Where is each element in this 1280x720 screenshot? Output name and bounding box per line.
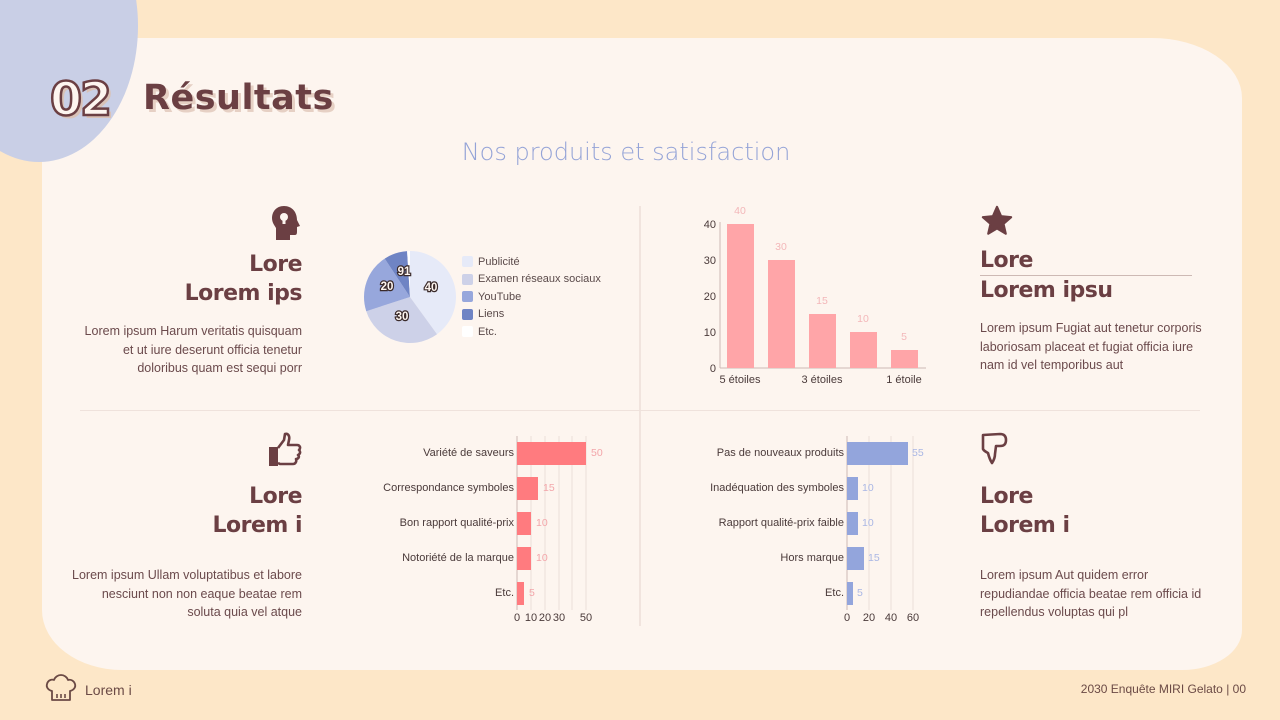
svg-text:20: 20 bbox=[704, 291, 716, 303]
svg-text:40: 40 bbox=[704, 219, 716, 231]
page-subtitle: Nos produits et satisfaction bbox=[461, 138, 791, 166]
pie-chart: 40 30 20 91 bbox=[362, 249, 458, 350]
svg-text:20: 20 bbox=[539, 612, 551, 624]
svg-text:15: 15 bbox=[816, 295, 828, 307]
block-heading-line2: Lorem i bbox=[212, 513, 302, 538]
legend-item: Liens bbox=[462, 306, 601, 324]
svg-text:30: 30 bbox=[704, 255, 716, 267]
svg-text:1 étoile: 1 étoile bbox=[886, 374, 921, 386]
svg-text:5: 5 bbox=[857, 587, 863, 599]
svg-text:0: 0 bbox=[844, 612, 850, 624]
svg-text:40: 40 bbox=[734, 205, 746, 217]
svg-text:Inadéquation des symboles: Inadéquation des symboles bbox=[710, 482, 844, 494]
pie-label-examen: 30 bbox=[396, 311, 409, 323]
pie-label-publicite: 40 bbox=[425, 282, 438, 294]
legend-item: Etc. bbox=[462, 323, 601, 341]
svg-text:5: 5 bbox=[901, 331, 907, 343]
block-heading-line2: Lorem i bbox=[980, 513, 1070, 538]
block-heading-line2: Lorem ipsu bbox=[980, 278, 1113, 303]
block-text: Lorem ipsum Aut quidem error repudiandae… bbox=[980, 568, 1202, 619]
block-text: Lorem ipsum Harum veritatis quisquam et … bbox=[84, 324, 302, 375]
block-heading-line1: Lore bbox=[980, 484, 1033, 509]
block-text: Lorem ipsum Ullam voluptatibus et labore… bbox=[72, 568, 302, 619]
footer-right-label: 2030 Enquête MIRI Gelato | 00 bbox=[1080, 682, 1246, 696]
svg-text:60: 60 bbox=[907, 612, 919, 624]
block-heading-line1: Lore bbox=[980, 246, 1192, 276]
svg-text:20: 20 bbox=[863, 612, 875, 624]
block-heading-line1: Lore bbox=[249, 484, 302, 509]
pie-label-youtube: 20 bbox=[381, 281, 394, 293]
footer-left-label: Lorem i bbox=[85, 681, 132, 698]
svg-text:Pas de nouveaux produits: Pas de nouveaux produits bbox=[717, 447, 845, 459]
svg-text:10: 10 bbox=[536, 552, 548, 564]
positives-bar-chart: Variété de saveurs Correspondance symbol… bbox=[383, 436, 603, 624]
svg-text:15: 15 bbox=[543, 482, 555, 494]
head-lightbulb-icon bbox=[72, 204, 302, 242]
horizontal-divider bbox=[80, 410, 1200, 411]
legend-item: Publicité bbox=[462, 253, 601, 271]
svg-text:10: 10 bbox=[862, 482, 874, 494]
svg-text:30: 30 bbox=[553, 612, 565, 624]
chef-hat-icon bbox=[45, 674, 77, 705]
svg-text:Notoriété de la marque: Notoriété de la marque bbox=[402, 552, 514, 564]
svg-text:Bon rapport qualité-prix: Bon rapport qualité-prix bbox=[400, 517, 515, 529]
svg-text:10: 10 bbox=[536, 517, 548, 529]
svg-text:10: 10 bbox=[525, 612, 537, 624]
svg-text:50: 50 bbox=[591, 447, 603, 459]
block-heading-line1: Lore bbox=[249, 252, 302, 277]
svg-text:10: 10 bbox=[704, 327, 716, 339]
svg-text:Etc.: Etc. bbox=[495, 587, 514, 599]
svg-text:50: 50 bbox=[580, 612, 592, 624]
vertical-divider bbox=[639, 206, 641, 626]
svg-text:10: 10 bbox=[857, 313, 869, 325]
svg-text:15: 15 bbox=[868, 552, 880, 564]
block-heading-line2: Lorem ips bbox=[184, 281, 303, 306]
svg-text:Hors marque: Hors marque bbox=[780, 552, 844, 564]
page-title: Résultats bbox=[143, 78, 334, 118]
block-text: Lorem ipsum Fugiat aut tenetur corporis … bbox=[980, 321, 1202, 372]
svg-text:5 étoiles: 5 étoiles bbox=[720, 374, 761, 386]
block-positives: Lore Lorem i Lorem ipsum Ullam voluptatib… bbox=[72, 432, 302, 622]
svg-text:Etc.: Etc. bbox=[825, 587, 844, 599]
svg-text:55: 55 bbox=[912, 447, 924, 459]
thumbs-down-icon bbox=[980, 432, 1210, 470]
block-insights: Lore Lorem ips Lorem ipsum Harum veritati… bbox=[72, 204, 303, 378]
star-icon bbox=[980, 204, 1210, 242]
svg-text:5: 5 bbox=[529, 587, 535, 599]
ratings-bar-chart: 0 10 20 30 40 40 30 15 10 5 5 étoiles 3 … bbox=[704, 205, 926, 386]
legend-item: YouTube bbox=[462, 288, 601, 306]
svg-text:30: 30 bbox=[775, 241, 787, 253]
svg-text:Variété de saveurs: Variété de saveurs bbox=[423, 447, 514, 459]
pie-label-liens: 91 bbox=[398, 266, 411, 278]
footer-brand: Lorem i bbox=[45, 674, 132, 705]
pie-legend: Publicité Examen réseaux sociaux YouTube… bbox=[462, 253, 601, 341]
section-number: 02 bbox=[49, 71, 114, 128]
content-card bbox=[42, 38, 1242, 670]
svg-text:0: 0 bbox=[710, 363, 716, 375]
negatives-bar-chart: Pas de nouveaux produits Inadéquation de… bbox=[710, 436, 924, 624]
thumbs-up-icon bbox=[72, 432, 302, 470]
svg-text:3 étoiles: 3 étoiles bbox=[802, 374, 843, 386]
svg-text:0: 0 bbox=[514, 612, 520, 624]
block-negatives: Lore Lorem i Lorem ipsum Aut quidem error… bbox=[980, 432, 1210, 622]
legend-item: Examen réseaux sociaux bbox=[462, 271, 601, 289]
svg-text:10: 10 bbox=[862, 517, 874, 529]
svg-text:40: 40 bbox=[885, 612, 897, 624]
block-ratings: Lore Lorem ipsu Lorem ipsum Fugiat aut te… bbox=[980, 204, 1210, 375]
svg-text:Rapport qualité-prix faible: Rapport qualité-prix faible bbox=[719, 517, 844, 529]
svg-text:Correspondance symboles: Correspondance symboles bbox=[383, 482, 514, 494]
